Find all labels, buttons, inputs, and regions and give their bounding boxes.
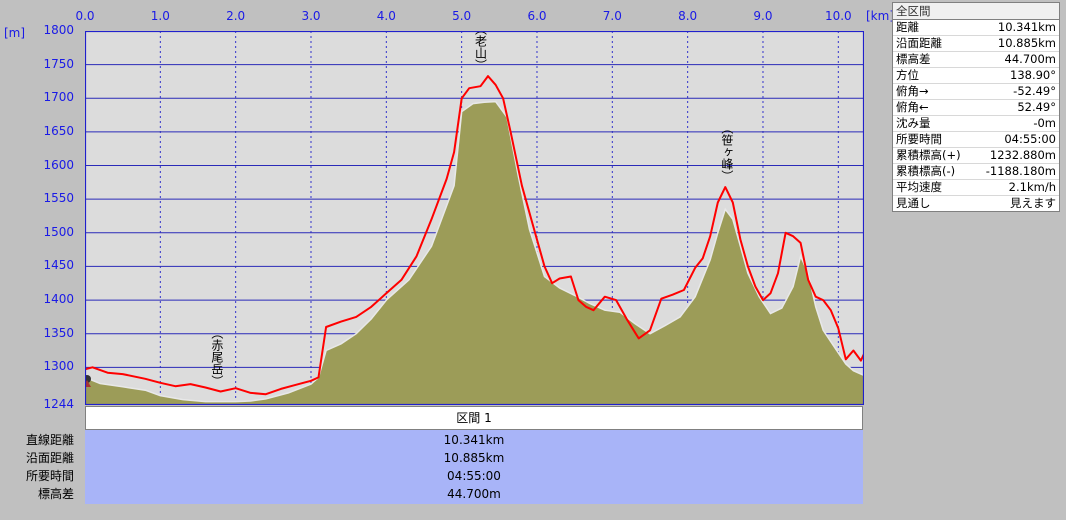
y-tick-label: 1800 — [43, 23, 74, 37]
summary-row: 累積標高(+) 1232.880m — [893, 148, 1059, 164]
summary-row-value: 138.90° — [1010, 68, 1056, 82]
summary-row-value: 44.700m — [1004, 52, 1056, 66]
peak-annotation-1: （笹ヶ峰） — [720, 122, 734, 182]
summary-row-label: 沈み量 — [896, 116, 931, 130]
route-elevation-line — [85, 75, 864, 396]
x-tick-label: 4.0 — [376, 9, 396, 23]
y-tick-label: 1300 — [43, 359, 74, 374]
summary-row: 沿面距離 10.885km — [893, 36, 1059, 52]
summary-rows: 距離 10.341km 沿面距離 10.885km 標高差 44.700m 方位 138.90… — [893, 20, 1059, 211]
summary-title: 全区間 — [893, 3, 1059, 20]
y-tick-label: 1750 — [43, 56, 74, 71]
y-tick-label: 1500 — [43, 224, 74, 239]
x-tick-label: 8.0 — [678, 9, 698, 23]
section-stat-value: 10.341km — [443, 433, 505, 447]
y-unit-label: [m] — [4, 26, 26, 40]
section-stat-label: 標高差 — [37, 487, 74, 501]
section-stats-panel: 10.341km 10.885km 04:55:00 44.700m — [85, 430, 863, 504]
section-stat-value: 10.885km — [443, 451, 505, 465]
elevation-profile-chart[interactable]: （老山） （笹ヶ峰） （赤尾岳） — [85, 31, 864, 405]
section-stat-label: 沿面距離 — [25, 451, 74, 465]
summary-row-label: 俯角← — [896, 100, 929, 114]
summary-row-label: 方位 — [896, 68, 919, 82]
x-tick-label: 0.0 — [75, 9, 95, 23]
terrain-area — [85, 100, 864, 405]
summary-row: 所要時間 04:55:00 — [893, 132, 1059, 148]
section-header[interactable]: 区間 1 — [85, 406, 863, 430]
summary-row-value: 見えます — [1010, 196, 1056, 210]
summary-row: 方位 138.90° — [893, 68, 1059, 84]
summary-row-label: 俯角→ — [896, 84, 929, 98]
start-marker-icon — [85, 375, 91, 387]
summary-row-value: 10.885km — [997, 36, 1056, 50]
y-tick-label: 1550 — [43, 191, 74, 206]
y-tick-label: 1600 — [43, 157, 74, 172]
section-stat-label: 直線距離 — [25, 433, 74, 447]
section-stat-value: 04:55:00 — [447, 469, 501, 483]
summary-row-value: 2.1km/h — [1008, 180, 1056, 194]
section-stat-value: 44.700m — [447, 487, 501, 501]
summary-row-value: -52.49° — [1013, 84, 1056, 98]
summary-row-label: 所要時間 — [896, 132, 942, 146]
summary-row-value: -1188.180m — [985, 164, 1056, 178]
summary-row: 俯角→ -52.49° — [893, 84, 1059, 100]
x-tick-label: 6.0 — [527, 9, 547, 23]
summary-row-value: 10.341km — [997, 20, 1056, 34]
peak-annotation-0: （老山） — [473, 31, 487, 71]
y-tick-label: 1244 — [43, 397, 74, 411]
summary-row: 累積標高(-) -1188.180m — [893, 164, 1059, 180]
y-tick-label: 1700 — [43, 90, 74, 105]
peak-annotation-2: （赤尾岳） — [210, 327, 224, 387]
summary-panel: 全区間 距離 10.341km 沿面距離 10.885km 標高差 44.700m 方位 13… — [892, 2, 1060, 212]
y-tick-label: 1400 — [43, 292, 74, 307]
section-stat-label: 所要時間 — [25, 469, 74, 483]
summary-row: 沈み量 -0m — [893, 116, 1059, 132]
series-layer — [85, 75, 864, 405]
summary-row: 距離 10.341km — [893, 20, 1059, 36]
summary-row: 平均速度 2.1km/h — [893, 180, 1059, 196]
annotation-layer: （老山） （笹ヶ峰） （赤尾岳） — [210, 31, 734, 387]
summary-row-value: -0m — [1033, 116, 1056, 130]
summary-row-label: 沿面距離 — [896, 36, 942, 50]
x-tick-label: 9.0 — [753, 9, 773, 23]
summary-row-label: 累積標高(+) — [896, 148, 961, 162]
x-tick-label: 10.0 — [824, 9, 852, 23]
summary-row-label: 見通し — [896, 196, 931, 210]
summary-row-value: 04:55:00 — [1004, 132, 1056, 146]
plot-border — [85, 31, 864, 405]
summary-row-label: 標高差 — [896, 52, 931, 66]
x-unit-label: [km] — [866, 9, 895, 23]
y-tick-label: 1450 — [43, 258, 74, 273]
x-tick-label: 7.0 — [602, 9, 622, 23]
x-tick-label: 2.0 — [226, 9, 246, 23]
summary-row-label: 平均速度 — [896, 180, 942, 194]
summary-row-value: 52.49° — [1017, 100, 1056, 114]
summary-row-label: 距離 — [896, 20, 919, 34]
summary-row: 見通し 見えます — [893, 196, 1059, 211]
summary-row: 標高差 44.700m — [893, 52, 1059, 68]
x-tick-label: 1.0 — [150, 9, 170, 23]
x-tick-label: 3.0 — [301, 9, 321, 23]
summary-row-value: 1232.880m — [989, 148, 1056, 162]
x-tick-label: 5.0 — [452, 9, 472, 23]
summary-row: 俯角← 52.49° — [893, 100, 1059, 116]
y-tick-label: 1350 — [43, 325, 74, 340]
summary-row-label: 累積標高(-) — [896, 164, 956, 178]
y-tick-label: 1650 — [43, 123, 74, 138]
